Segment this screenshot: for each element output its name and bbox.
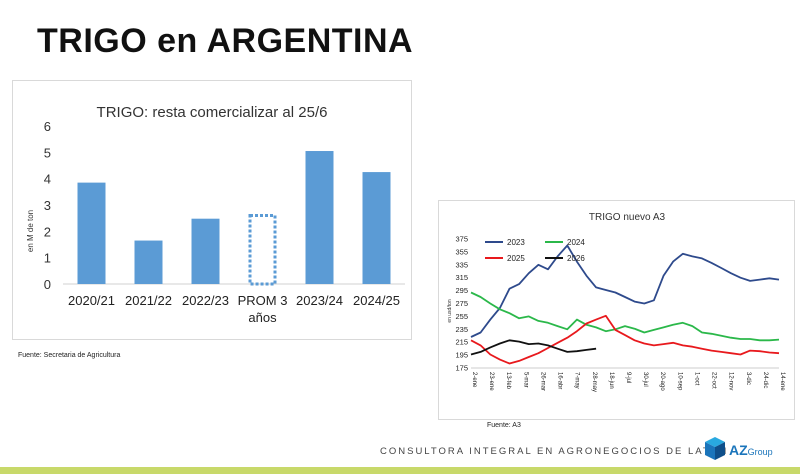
y-tick-label: 275 [455, 299, 468, 308]
y-tick-label: 375 [455, 235, 468, 244]
y-tick-label: 4 [44, 172, 51, 187]
legend-label: 2025 [507, 254, 525, 263]
x-tick-label: 5-mar [522, 372, 528, 388]
x-tick-label: 2022/23 [182, 293, 229, 308]
x-tick-label: 14-ene [779, 372, 785, 391]
bar-average [248, 213, 277, 286]
x-tick-label: 2024/25 [353, 293, 400, 308]
bar-chart-title: TRIGO: resta comercializar al 25/6 [97, 104, 328, 121]
series-line-2026 [470, 339, 597, 356]
line-chart: TRIGO nuevo A3 en usd/ton 175 195 215 235 25… [447, 212, 785, 392]
y-tick-label: 235 [455, 325, 468, 334]
y-tick-label: 6 [44, 119, 51, 134]
y-tick-label: 175 [455, 364, 468, 373]
x-tick-label: 7-may [574, 372, 580, 389]
x-tick-label: 30-jul [642, 372, 648, 387]
x-tick-label: 2-ene [471, 372, 477, 388]
x-tick-label: PROM 3 [238, 293, 288, 308]
logo-sub: Group [747, 447, 773, 457]
x-tick-label: 24-dic [762, 372, 768, 388]
x-tick-label: 2020/21 [68, 293, 115, 308]
x-tick-label: 13-feb [505, 372, 511, 390]
x-tick-label: 16-abr [557, 372, 563, 389]
x-tick-label: 20-ago [659, 372, 665, 391]
series-line-2025 [470, 314, 780, 365]
x-tick-label: 3-dic [745, 372, 751, 385]
footer-tagline: CONSULTORA INTEGRAL EN AGRONEGOCIOS DE L… [380, 446, 729, 457]
y-tick-label: 3 [44, 198, 51, 213]
cube-logo-icon [705, 437, 725, 460]
company-logo: AZGroup [704, 436, 786, 464]
y-tick-label: 5 [44, 145, 51, 160]
bar [305, 151, 334, 284]
x-tick-label: 28-may [591, 372, 597, 392]
y-tick-label: 355 [455, 247, 468, 256]
y-tick-label: 0 [44, 277, 51, 292]
bar [77, 182, 106, 284]
x-tick-label: 22-oct [711, 372, 717, 389]
x-tick-label: 2021/22 [125, 293, 172, 308]
logo-wordmark: AZGroup [729, 442, 773, 458]
x-tick-label: 18-jun [608, 372, 614, 389]
y-tick-label: 315 [455, 273, 468, 282]
legend-label: 2024 [567, 238, 585, 247]
bar [191, 218, 220, 284]
x-tick-label: años [248, 310, 277, 325]
bar-chart-ylabel: en M de ton [26, 210, 35, 252]
bottom-accent-bar [0, 467, 800, 474]
y-tick-label: 1 [44, 251, 51, 266]
series-line-2023 [470, 244, 780, 338]
legend-label: 2023 [507, 238, 525, 247]
x-tick-label: 10-sep [676, 372, 682, 391]
y-tick-label: 335 [455, 260, 468, 269]
bar-chart-panel: TRIGO: resta comercializar al 25/6 en M … [12, 80, 412, 340]
line-chart-title: TRIGO nuevo A3 [589, 212, 666, 223]
legend-label: 2026 [567, 254, 585, 263]
series-line-2024 [470, 291, 780, 342]
bar-chart: TRIGO: resta comercializar al 25/6 en M … [26, 104, 405, 325]
bar [134, 240, 163, 284]
y-tick-label: 255 [455, 312, 468, 321]
x-tick-label: 26-mar [539, 372, 545, 391]
x-tick-label: 1-oct [693, 372, 699, 386]
page-title: TRIGO en ARGENTINA [37, 22, 414, 60]
logo-main: AZ [729, 442, 748, 458]
bar [362, 172, 391, 284]
y-tick-label: 295 [455, 286, 468, 295]
bar-chart-source: Fuente: Secretaria de Agricultura [18, 352, 121, 359]
x-tick-label: 9-jul [625, 372, 631, 383]
y-tick-label: 215 [455, 338, 468, 347]
y-tick-label: 195 [455, 351, 468, 360]
line-chart-panel: TRIGO nuevo A3 en usd/ton 175 195 215 235 25… [438, 200, 795, 420]
x-tick-label: 23-ene [488, 372, 494, 391]
x-tick-label: 12-nov [728, 372, 734, 390]
x-tick-label: 2023/24 [296, 293, 343, 308]
line-chart-ylabel: en usd/ton [447, 299, 453, 323]
line-chart-source: Fuente: A3 [487, 422, 521, 429]
y-tick-label: 2 [44, 224, 51, 239]
